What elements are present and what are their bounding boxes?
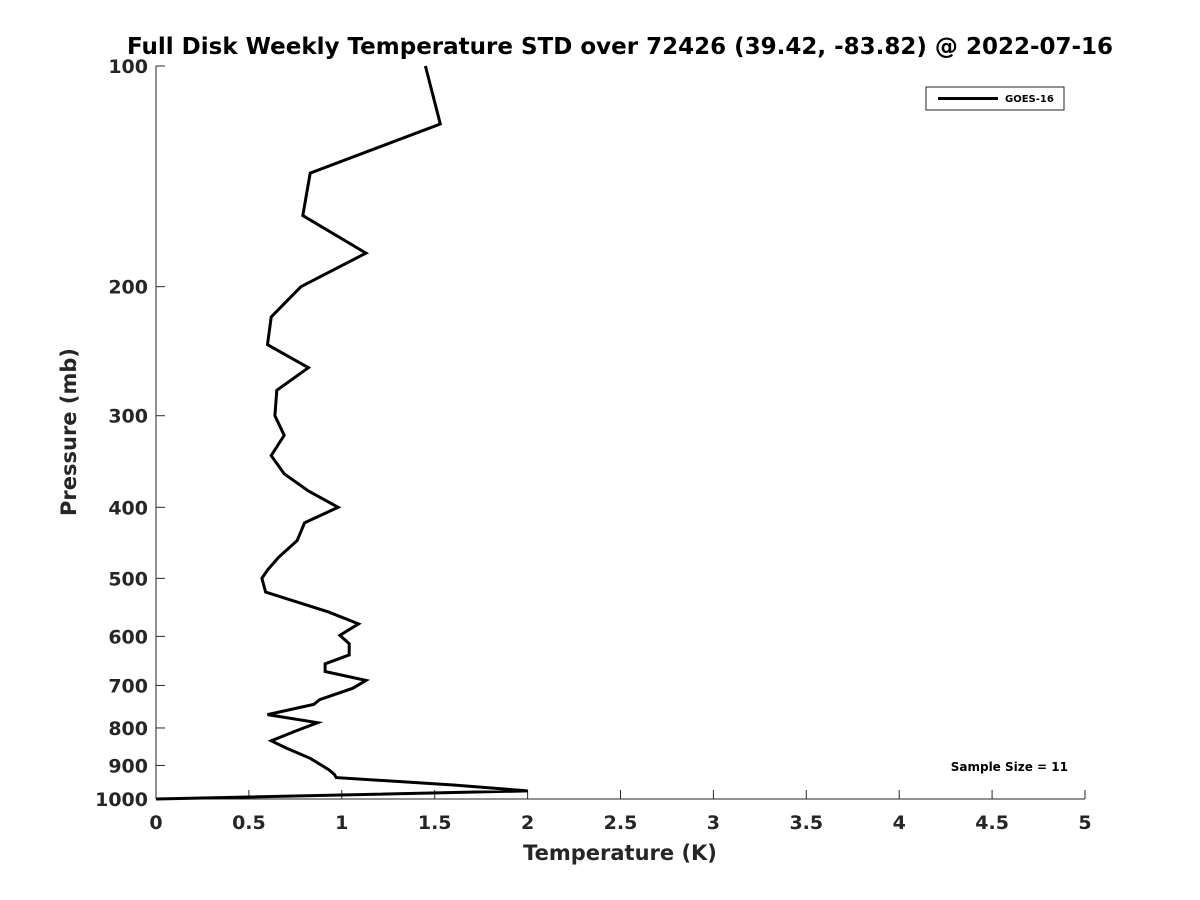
x-tick-label: 3 <box>707 812 720 834</box>
y-tick-label: 600 <box>108 626 148 648</box>
y-tick-label: 500 <box>108 568 148 590</box>
y-tick-label: 300 <box>108 406 148 428</box>
x-tick-label: 3.5 <box>789 812 823 834</box>
x-tick-label: 5 <box>1078 812 1091 834</box>
y-tick-label: 200 <box>108 277 148 299</box>
sample-size-annotation: Sample Size = 11 <box>951 760 1068 774</box>
x-axis-label: Temperature (K) <box>523 841 717 865</box>
y-tick-label: 800 <box>108 718 148 740</box>
y-ticks: 100 200 300 400 500 600 700 800 900 1000 <box>95 56 165 811</box>
plot-area: 0 0.5 1 1.5 2 2.5 3 3.5 4 4.5 5 100 200 300 400 500 600… <box>95 56 1092 834</box>
x-tick-label: 1 <box>335 812 348 834</box>
y-tick-label: 700 <box>108 675 148 697</box>
x-tick-label: 4 <box>893 812 906 834</box>
y-tick-label: 1000 <box>95 789 148 811</box>
chart-title: Full Disk Weekly Temperature STD over 72… <box>127 34 1113 60</box>
legend-label-goes-16: GOES-16 <box>1005 94 1054 105</box>
y-tick-label: 900 <box>108 755 148 777</box>
x-tick-label: 4.5 <box>975 812 1009 834</box>
x-tick-label: 1.5 <box>418 812 452 834</box>
x-tick-label: 0.5 <box>232 812 266 834</box>
x-ticks: 0 0.5 1 1.5 2 2.5 3 3.5 4 4.5 5 <box>149 790 1092 834</box>
y-tick-label: 400 <box>108 497 148 519</box>
x-tick-label: 2 <box>521 812 534 834</box>
x-tick-label: 2.5 <box>604 812 638 834</box>
y-axis-label: Pressure (mb) <box>57 348 81 516</box>
series-line-goes-16 <box>155 65 528 801</box>
x-tick-label: 0 <box>149 812 162 834</box>
legend: GOES-16 <box>925 86 1065 111</box>
y-tick-label: 100 <box>108 56 148 78</box>
